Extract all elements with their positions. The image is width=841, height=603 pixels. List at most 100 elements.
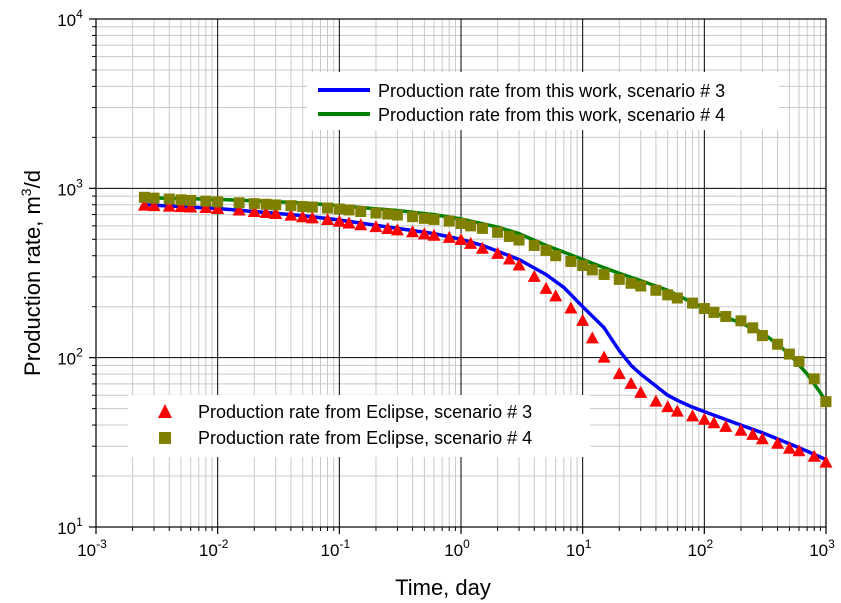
line-series-0 [144,202,827,462]
triangle-marker [502,252,516,265]
triangle-marker [174,200,188,213]
square-marker [355,205,367,217]
triangle-marker [670,404,684,417]
y-axis-title-main: Production rate, m [20,196,45,376]
y-tick-label-base: 10 [57,350,76,369]
triangle-marker [539,281,553,294]
legend-line-scenario-3-label: Production rate from this work, scenario… [378,81,725,101]
x-tick-label-exponent: 3 [828,537,835,551]
square-marker [333,203,345,215]
square-marker [756,330,768,342]
y-tick-label: 104 [57,7,83,30]
x-tick-label-exponent: -1 [339,537,350,551]
triangle-marker [491,246,505,259]
y-tick-label: 103 [57,176,83,199]
triangle-marker [746,427,760,440]
legend-line-scenario-4-label: Production rate from this work, scenario… [378,105,725,125]
triangle-marker [475,241,489,254]
triangle-marker [624,376,638,389]
y-axis-title-tail: /d [20,170,45,188]
triangle-marker [427,228,441,241]
triangle-marker [162,199,176,212]
triangle-marker [697,412,711,425]
square-marker [820,396,832,408]
x-tick-label-exponent: 0 [463,537,470,551]
square-marker [285,200,297,212]
x-tick-label: 10-1 [321,537,351,560]
legend-marker-scenario-4-label: Production rate from Eclipse, scenario #… [198,428,532,448]
square-marker [163,193,175,205]
square-marker [465,220,477,232]
triangle-marker [390,223,404,236]
x-tick-label-exponent: 1 [585,537,592,551]
x-tick-labels: 10-3 10-2 10-1 100 101 102 103 [77,537,835,560]
triangle-marker [354,218,368,231]
legend-lines: Production rate from this work, scenario… [307,72,779,130]
x-tick-label-base: 10 [688,541,707,560]
triangle-marker [719,419,733,432]
x-tick-label-base: 10 [77,541,96,560]
triangle-marker [771,436,785,449]
x-tick-label: 10-2 [199,537,229,560]
x-tick-label-exponent: -3 [96,537,107,551]
square-marker [248,198,260,210]
square-marker [540,244,552,256]
x-tick-label-base: 10 [566,541,585,560]
square-marker [793,355,805,367]
triangle-marker [232,203,246,216]
triangle-marker [649,394,663,407]
triangle-marker [406,225,420,238]
square-marker [586,264,598,276]
triangle-marker [707,416,721,429]
triangle-marker [296,210,310,223]
triangle-marker [464,236,478,249]
square-marker [687,297,699,309]
square-marker [233,197,245,209]
square-marker [297,201,309,213]
square-marker [671,292,683,304]
square-marker [370,207,382,219]
y-tick-label-exponent: 2 [76,346,83,360]
square-marker [735,315,747,327]
square-marker [455,217,467,229]
x-tick-label-exponent: 2 [706,537,713,551]
x-tick-label-exponent: -2 [218,537,229,551]
x-tick-label-base: 10 [321,541,340,560]
square-marker [175,194,187,206]
triangle-marker [585,331,599,344]
x-tick-label: 100 [444,537,470,560]
triangle-marker [342,216,356,229]
x-tick-label: 103 [809,537,835,560]
triangle-marker [564,301,578,314]
triangle-marker [442,230,456,243]
legend-marker-scenario-3-label: Production rate from Eclipse, scenario #… [198,402,532,422]
marker-series [137,191,833,468]
square-marker [492,226,504,238]
square-marker [550,250,562,262]
triangle-marker [184,200,198,213]
square-marker [212,196,224,208]
y-axis-title-superscript: 3 [18,188,34,196]
triangle-marker [597,350,611,363]
triangle-marker [284,208,298,221]
y-tick-label: 102 [57,346,83,369]
x-tick-label-base: 10 [809,541,828,560]
triangle-marker [247,204,261,217]
triangle-marker [734,423,748,436]
triangle-marker [549,289,563,302]
triangle-marker [305,211,319,224]
legend-marker-triangle-swatch [158,404,172,418]
triangle-marker [782,441,796,454]
triangle-marker [211,202,225,215]
square-marker [577,260,589,272]
square-marker [443,215,455,227]
legend-marker-square-swatch [159,432,171,444]
square-marker [513,234,525,246]
x-tick-label-base: 10 [199,541,218,560]
triangle-marker [199,201,213,214]
square-marker [708,306,720,318]
square-marker [528,239,540,251]
axis-ticks [89,18,827,534]
